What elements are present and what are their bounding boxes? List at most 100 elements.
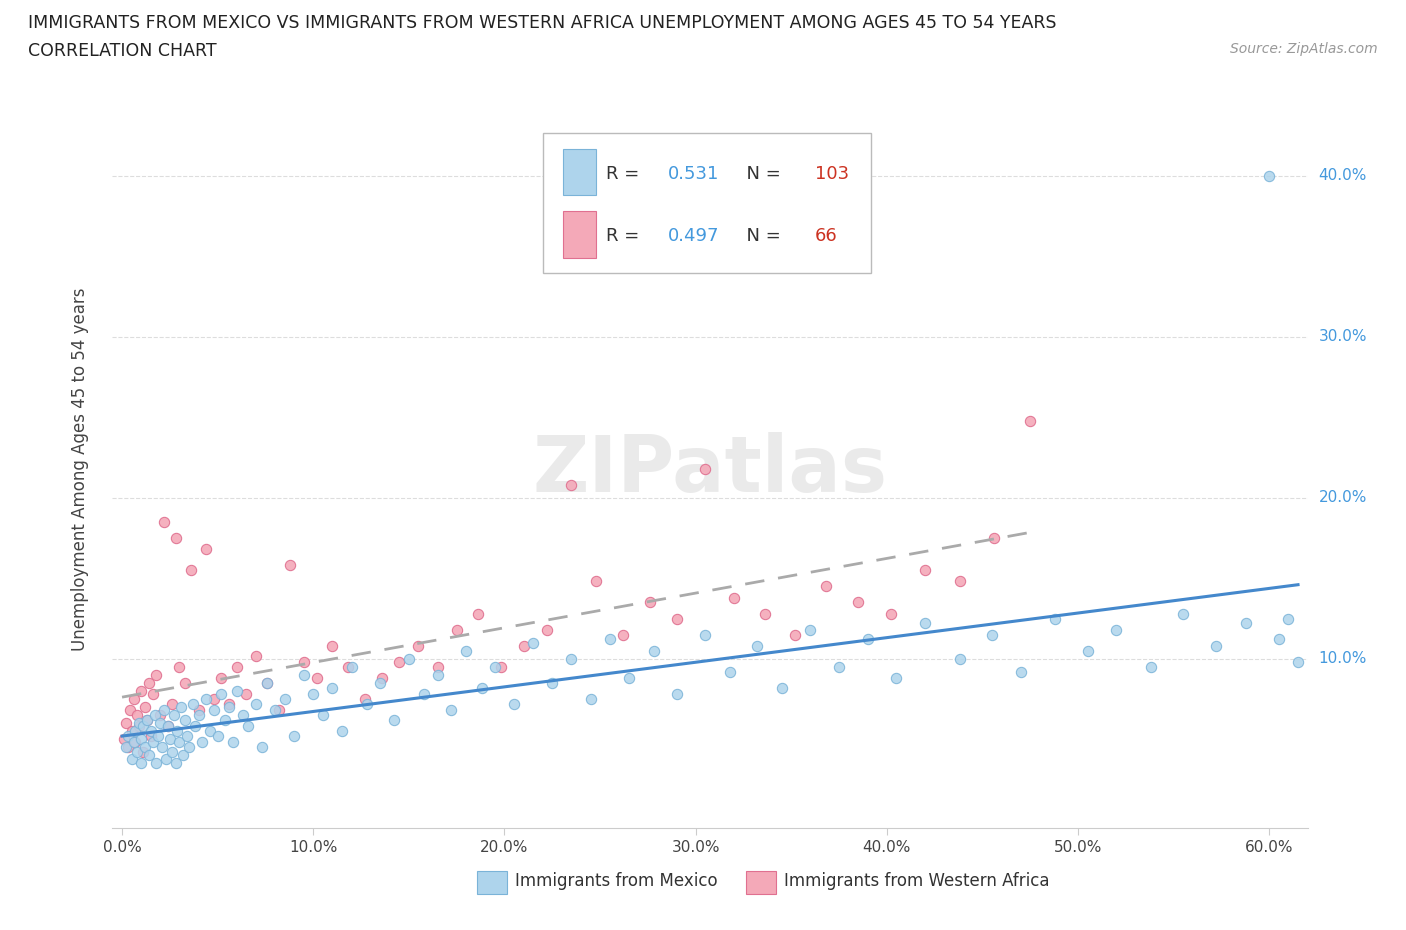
Point — [1205, 638, 1227, 653]
Text: Immigrants from Mexico: Immigrants from Mexico — [515, 872, 718, 890]
Point — [207, 728, 229, 743]
Point — [785, 627, 807, 642]
Point — [617, 671, 640, 685]
Point — [187, 703, 209, 718]
Point — [536, 622, 558, 637]
Point — [135, 712, 157, 727]
Point — [160, 697, 183, 711]
Point — [156, 719, 179, 734]
Point — [330, 724, 353, 738]
Point — [1077, 644, 1099, 658]
Point — [250, 739, 273, 754]
Point — [122, 735, 145, 750]
Point — [695, 461, 717, 476]
Point — [612, 627, 634, 642]
Point — [665, 686, 688, 701]
Point — [1043, 611, 1066, 626]
Point — [541, 675, 564, 690]
Point — [165, 756, 187, 771]
Point — [585, 574, 607, 589]
Point — [643, 644, 665, 658]
Point — [218, 699, 240, 714]
Point — [579, 692, 602, 707]
Point — [222, 735, 245, 750]
Point — [231, 708, 253, 723]
Point — [150, 739, 173, 754]
Point — [128, 719, 150, 734]
Point — [914, 563, 936, 578]
Point — [174, 712, 197, 727]
Point — [283, 728, 305, 743]
Point — [145, 756, 167, 771]
Point — [814, 578, 837, 593]
Point — [118, 703, 141, 718]
Point — [312, 708, 335, 723]
Point — [1258, 168, 1281, 183]
Bar — [562, 149, 596, 195]
Point — [174, 675, 197, 690]
Point — [170, 699, 193, 714]
Point — [278, 558, 301, 573]
Point — [745, 638, 768, 653]
Point — [512, 638, 534, 653]
Point — [135, 712, 157, 727]
Point — [1139, 659, 1161, 674]
Point — [1268, 632, 1291, 647]
Text: 30.0%: 30.0% — [1319, 329, 1367, 344]
Point — [846, 595, 869, 610]
Point — [770, 680, 793, 695]
Point — [122, 692, 145, 707]
Point — [139, 728, 162, 743]
Point — [115, 716, 138, 731]
Point — [153, 514, 176, 529]
Point — [134, 739, 156, 754]
Point — [1019, 413, 1042, 428]
Point — [371, 671, 394, 685]
Point — [191, 735, 214, 750]
Text: ZIPatlas: ZIPatlas — [533, 432, 887, 508]
Point — [1173, 606, 1195, 621]
Point — [121, 751, 143, 766]
Point — [163, 708, 186, 723]
Point — [211, 671, 233, 685]
Point — [149, 708, 172, 723]
Text: 0.497: 0.497 — [668, 227, 720, 245]
Point — [211, 686, 233, 701]
Point — [799, 622, 821, 637]
Point — [142, 735, 165, 750]
Point — [522, 635, 544, 650]
Point — [153, 703, 176, 718]
Text: CORRELATION CHART: CORRELATION CHART — [28, 42, 217, 60]
Point — [948, 574, 970, 589]
Point — [198, 724, 221, 738]
Text: N =: N = — [735, 227, 786, 245]
Point — [983, 531, 1005, 546]
Y-axis label: Unemployment Among Ages 45 to 54 years: Unemployment Among Ages 45 to 54 years — [70, 288, 89, 651]
Text: 66: 66 — [815, 227, 838, 245]
FancyBboxPatch shape — [543, 133, 872, 272]
Point — [665, 611, 688, 626]
Point — [134, 699, 156, 714]
Point — [124, 735, 146, 750]
Point — [121, 724, 143, 738]
Point — [356, 697, 378, 711]
Point — [128, 716, 150, 731]
Point — [218, 697, 240, 711]
Point — [440, 703, 463, 718]
Point — [142, 686, 165, 701]
Point — [180, 563, 202, 578]
Point — [132, 719, 155, 734]
Point — [195, 692, 218, 707]
Point — [307, 671, 329, 685]
Point — [336, 659, 359, 674]
Bar — [477, 870, 508, 895]
Point — [139, 724, 162, 738]
Point — [981, 627, 1004, 642]
Point — [127, 745, 149, 760]
Point — [132, 745, 155, 760]
Point — [382, 712, 405, 727]
Text: Source: ZipAtlas.com: Source: ZipAtlas.com — [1230, 42, 1378, 56]
Point — [117, 739, 139, 754]
Point — [124, 724, 146, 738]
Point — [560, 651, 582, 666]
